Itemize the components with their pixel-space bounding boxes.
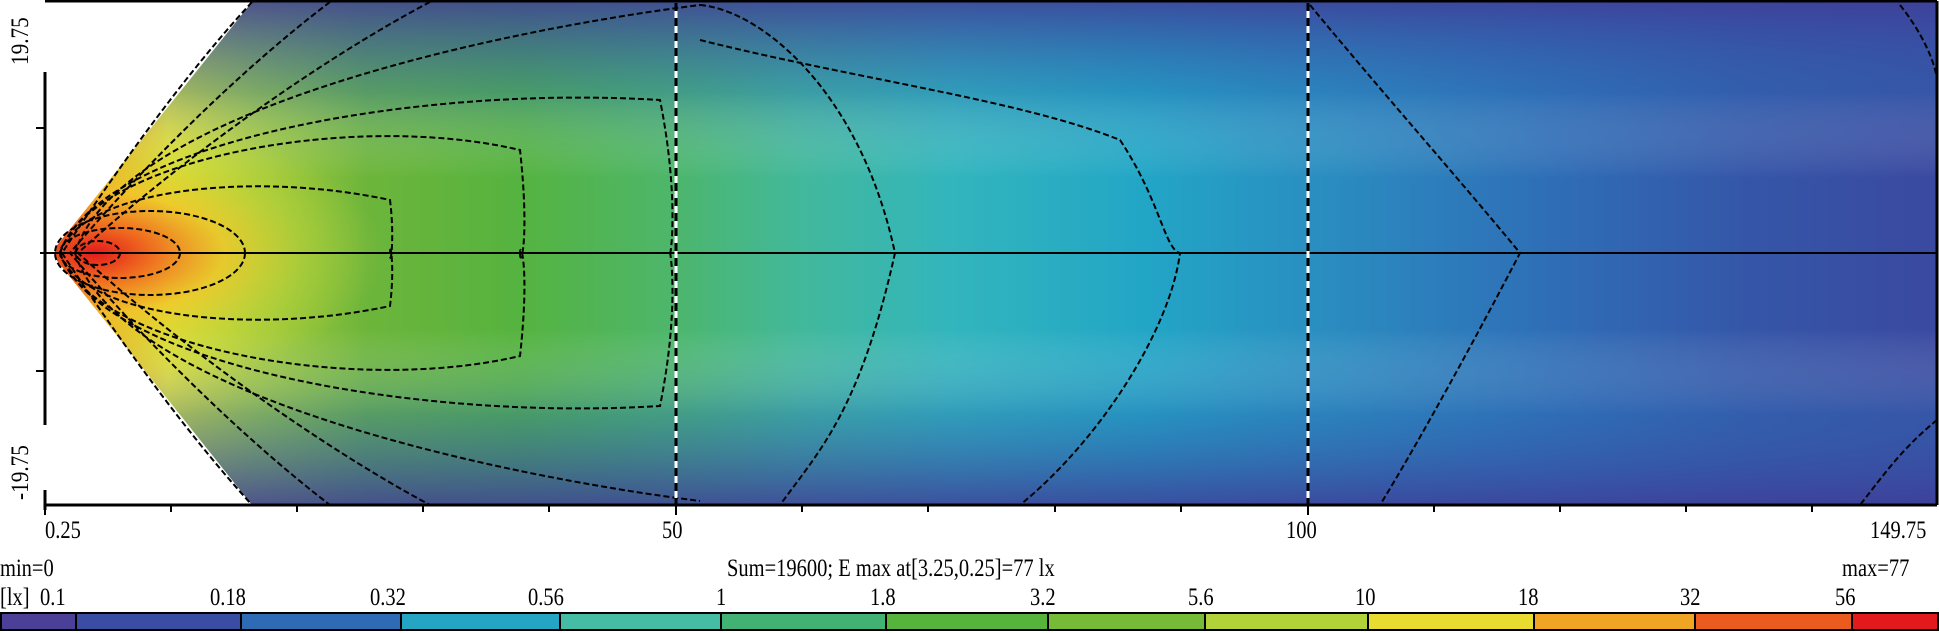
legend-level: 32 (1680, 584, 1701, 611)
max-value: max=77 (1842, 555, 1910, 582)
x-axis-label-149-75: 149.75 (1870, 517, 1927, 544)
legend-unit: [lx] (0, 584, 30, 611)
legend-level: 3.2 (1030, 584, 1056, 611)
legend-level: 1.8 (870, 584, 896, 611)
x-axis-label-50: 50 (662, 517, 683, 544)
legend-level: 0.1 (40, 584, 66, 611)
summary-text: Sum=19600; E max at[3.25,0.25]=77 lx (727, 555, 1055, 582)
legend-level: 5.6 (1188, 584, 1214, 611)
x-ticks (44, 505, 1813, 515)
legend-level: 0.56 (528, 584, 564, 611)
legend-level: 0.32 (370, 584, 406, 611)
y-axis-label-top: 19.75 (7, 17, 34, 65)
min-value: min=0 (0, 555, 54, 582)
axes (36, 0, 1939, 515)
legend-level: 18 (1518, 584, 1539, 611)
y-axis-label-bottom: -19.75 (7, 445, 34, 500)
legend-level: 56 (1835, 584, 1856, 611)
legend-level: 0.18 (210, 584, 246, 611)
x-axis-label-100: 100 (1286, 517, 1317, 544)
legend-level: 1 (716, 584, 727, 611)
x-axis-label-0-25: 0.25 (45, 517, 81, 544)
legend-colorbar (0, 612, 1939, 631)
legend-level: 10 (1355, 584, 1376, 611)
